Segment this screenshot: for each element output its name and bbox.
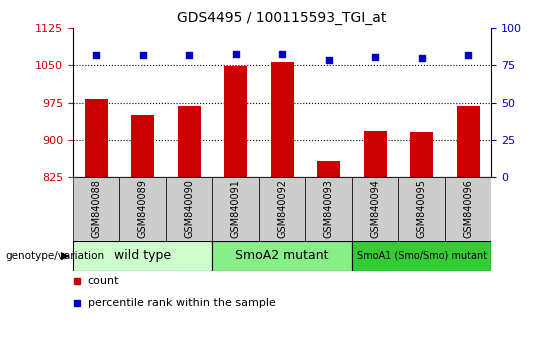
Bar	[85, 99, 108, 177]
Text: GSM840096: GSM840096	[463, 179, 473, 238]
Bar	[131, 115, 154, 177]
Bar	[445, 177, 491, 241]
Text: GSM840090: GSM840090	[184, 179, 194, 238]
Point	[185, 52, 193, 58]
Point	[138, 52, 147, 58]
Text: GSM840095: GSM840095	[417, 179, 427, 238]
Bar	[166, 177, 212, 241]
Title: GDS4495 / 100115593_TGI_at: GDS4495 / 100115593_TGI_at	[178, 11, 387, 24]
Point	[325, 57, 333, 62]
Bar	[178, 106, 201, 177]
Point	[278, 51, 286, 56]
Text: ▶: ▶	[60, 251, 69, 261]
Bar	[352, 241, 491, 271]
Bar	[259, 177, 306, 241]
Text: wild type: wild type	[114, 249, 171, 262]
Bar	[224, 67, 247, 177]
Point	[92, 52, 100, 58]
Bar	[352, 177, 399, 241]
Text: percentile rank within the sample: percentile rank within the sample	[87, 298, 275, 308]
Point	[371, 54, 380, 59]
Point	[464, 52, 472, 58]
Bar	[73, 241, 212, 271]
Text: count: count	[87, 276, 119, 286]
Bar	[119, 177, 166, 241]
Bar	[212, 177, 259, 241]
Bar	[212, 241, 352, 271]
Bar	[363, 131, 387, 177]
Point	[231, 51, 240, 56]
Text: GSM840089: GSM840089	[138, 179, 147, 238]
Bar	[306, 177, 352, 241]
Bar	[271, 62, 294, 177]
Point	[417, 55, 426, 61]
Bar	[73, 177, 119, 241]
Text: GSM840094: GSM840094	[370, 179, 380, 238]
Text: GSM840091: GSM840091	[231, 179, 241, 238]
Bar	[410, 132, 433, 177]
Text: GSM840093: GSM840093	[323, 179, 334, 238]
Text: GSM840092: GSM840092	[277, 179, 287, 238]
Text: SmoA1 (Smo/Smo) mutant: SmoA1 (Smo/Smo) mutant	[356, 251, 487, 261]
Text: genotype/variation: genotype/variation	[5, 251, 105, 261]
Bar	[317, 161, 340, 177]
Text: SmoA2 mutant: SmoA2 mutant	[235, 249, 329, 262]
Bar	[456, 106, 480, 177]
Bar	[399, 177, 445, 241]
Text: GSM840088: GSM840088	[91, 179, 101, 238]
